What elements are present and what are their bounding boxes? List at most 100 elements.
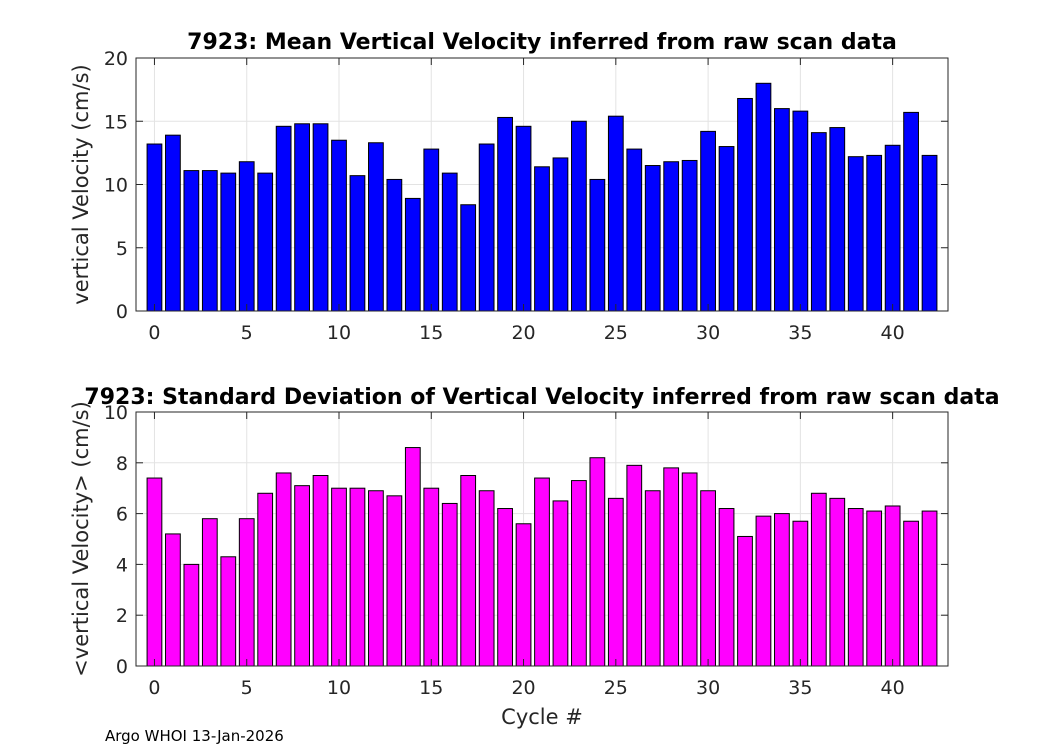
bar-31: [718, 146, 735, 312]
x-tick-label: 35: [788, 322, 812, 344]
bar-14: [404, 447, 421, 667]
chart-title: 7923: Standard Deviation of Vertical Vel…: [84, 385, 999, 410]
bar-25: [607, 115, 624, 312]
bar-3: [201, 518, 218, 667]
bar-33: [755, 515, 772, 667]
bar-5: [238, 518, 255, 667]
bar-9: [312, 475, 329, 667]
bar-5: [238, 161, 255, 312]
bar-36: [810, 492, 827, 667]
x-tick-label: 10: [327, 322, 351, 344]
x-tick-label: 0: [148, 677, 160, 699]
bar-11: [349, 175, 366, 312]
bar-2: [183, 170, 200, 312]
x-axis-label: Cycle #: [501, 705, 583, 729]
chart-title: 7923: Mean Vertical Velocity inferred fr…: [187, 30, 897, 55]
bar-37: [829, 127, 846, 312]
bar-26: [626, 464, 643, 667]
bar-4: [220, 556, 237, 667]
bar-38: [847, 156, 864, 312]
bar-26: [626, 148, 643, 312]
bar-21: [534, 166, 550, 312]
bar-37: [829, 497, 846, 667]
y-tick-label: 8: [116, 453, 128, 475]
chart-1: 0 5 10 15 20 25 30 35 40 0 5 10 15 20 vertical Velocit…: [69, 30, 949, 344]
x-tick-label: 40: [881, 677, 905, 699]
y-axis-label: <vertical Velocity> (cm/s): [69, 401, 93, 677]
bar-27: [644, 165, 661, 312]
bar-9: [312, 123, 329, 312]
x-tick-label: 40: [881, 322, 905, 344]
bar-38: [847, 508, 864, 667]
bar-33: [755, 82, 772, 312]
bar-16: [441, 172, 458, 312]
bar-20: [515, 523, 532, 667]
bar-1: [165, 533, 181, 667]
bar-19: [497, 508, 513, 667]
bar-6: [257, 492, 274, 667]
bar-25: [607, 497, 624, 667]
bar-7: [275, 472, 292, 667]
x-tick-label: 30: [696, 322, 720, 344]
y-tick-label: 0: [116, 656, 128, 678]
y-tick-label: 5: [116, 238, 128, 260]
bar-40: [884, 505, 901, 667]
bar-36: [810, 132, 827, 312]
bar-42: [921, 510, 938, 667]
bar-4: [220, 172, 237, 312]
y-tick-label: 15: [104, 111, 128, 133]
bar-39: [866, 510, 883, 667]
bar-31: [718, 508, 735, 667]
x-tick-label: 15: [419, 677, 443, 699]
x-tick-label: 15: [419, 322, 443, 344]
axes-box: [135, 411, 949, 667]
bar-10: [331, 487, 347, 667]
y-tick-label: 20: [104, 48, 128, 70]
bar-34: [774, 513, 790, 667]
x-tick-label: 5: [241, 322, 253, 344]
bar-3: [201, 170, 218, 312]
bar-32: [737, 97, 753, 312]
footer-credit: Argo WHOI 13-Jan-2026: [105, 727, 284, 745]
bar-21: [534, 477, 550, 667]
bar-30: [700, 490, 716, 667]
x-tick-label: 0: [148, 322, 160, 344]
bar-15: [423, 487, 440, 667]
bar-12: [368, 490, 384, 667]
bar-24: [589, 457, 606, 667]
bar-14: [404, 197, 421, 312]
bar-0: [146, 477, 163, 667]
bar-18: [478, 143, 495, 312]
x-tick-label: 30: [696, 677, 720, 699]
bar-30: [700, 130, 716, 312]
bar-42: [921, 154, 938, 312]
x-tick-label: 25: [604, 677, 628, 699]
bar-24: [589, 178, 606, 312]
bar-23: [571, 120, 587, 312]
bar-6: [257, 172, 274, 312]
bar-41: [903, 111, 919, 312]
bar-10: [331, 139, 347, 312]
bar-40: [884, 144, 901, 312]
bar-17: [460, 204, 477, 312]
bar-15: [423, 148, 440, 312]
y-tick-label: 4: [116, 554, 128, 576]
bar-41: [903, 520, 919, 667]
bar-27: [644, 490, 661, 667]
bar-29: [681, 472, 698, 667]
x-tick-label: 25: [604, 322, 628, 344]
x-tick-label: 10: [327, 677, 351, 699]
y-tick-label: 10: [104, 402, 128, 424]
bar-20: [515, 125, 532, 312]
bar-18: [478, 490, 495, 667]
bar-16: [441, 502, 458, 667]
bar-39: [866, 154, 883, 312]
x-tick-label: 5: [241, 677, 253, 699]
bar-12: [368, 142, 384, 312]
y-tick-label: 0: [116, 301, 128, 323]
bar-19: [497, 116, 513, 312]
bar-28: [663, 467, 680, 667]
bar-35: [792, 110, 809, 312]
bar-1: [165, 134, 181, 312]
